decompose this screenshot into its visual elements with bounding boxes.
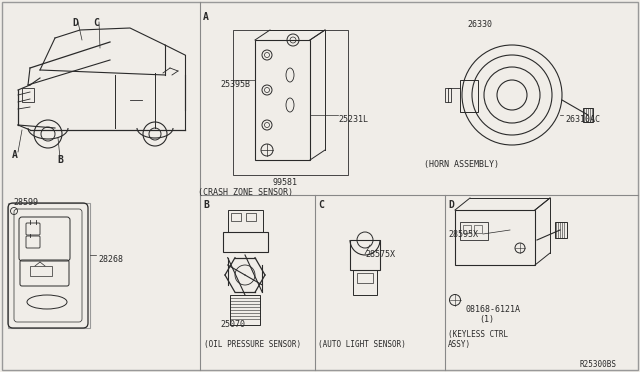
Text: (HORN ASSEMBLY): (HORN ASSEMBLY) xyxy=(424,160,499,169)
Text: R25300BS: R25300BS xyxy=(580,360,617,369)
Bar xyxy=(22,88,34,102)
Bar xyxy=(223,232,268,252)
Bar xyxy=(255,40,310,160)
Text: 26310AC: 26310AC xyxy=(565,115,600,124)
Bar xyxy=(231,213,241,221)
Text: D: D xyxy=(72,18,78,28)
Text: ASSY): ASSY) xyxy=(448,340,471,349)
Text: (1): (1) xyxy=(479,315,494,324)
Bar xyxy=(460,222,488,240)
Text: (OIL PRESSURE SENSOR): (OIL PRESSURE SENSOR) xyxy=(204,340,301,349)
Text: B: B xyxy=(203,200,209,210)
Bar xyxy=(353,270,377,295)
Text: 26330: 26330 xyxy=(467,20,492,29)
Text: (KEYLESS CTRL: (KEYLESS CTRL xyxy=(448,330,508,339)
Text: 28595X: 28595X xyxy=(448,230,478,239)
Text: A: A xyxy=(203,12,209,22)
Bar xyxy=(357,273,373,283)
Text: C: C xyxy=(93,18,99,28)
Bar xyxy=(228,210,263,232)
Text: B: B xyxy=(57,155,63,165)
Text: 28599: 28599 xyxy=(13,198,38,207)
Text: 28268: 28268 xyxy=(98,255,123,264)
Bar xyxy=(445,88,451,102)
Text: C: C xyxy=(318,200,324,210)
Bar xyxy=(583,108,593,122)
Bar xyxy=(350,240,380,270)
Bar xyxy=(233,30,348,175)
Bar xyxy=(474,225,482,233)
Bar xyxy=(463,225,471,233)
Text: 25070: 25070 xyxy=(221,320,246,329)
Text: 28575X: 28575X xyxy=(365,250,395,259)
Text: A: A xyxy=(12,150,18,160)
Text: (CRASH ZONE SENSOR): (CRASH ZONE SENSOR) xyxy=(198,188,292,197)
Bar xyxy=(460,80,478,112)
Bar xyxy=(230,295,260,325)
Text: 99581: 99581 xyxy=(273,178,298,187)
Text: 25231L: 25231L xyxy=(338,115,368,124)
Text: 08168-6121A: 08168-6121A xyxy=(466,305,521,314)
Bar xyxy=(8,203,90,328)
Text: D: D xyxy=(448,200,454,210)
Bar xyxy=(30,266,52,276)
Text: 25395B: 25395B xyxy=(220,80,250,89)
Bar xyxy=(555,222,567,238)
Text: (AUTO LIGHT SENSOR): (AUTO LIGHT SENSOR) xyxy=(318,340,406,349)
Bar xyxy=(246,213,256,221)
Bar xyxy=(455,210,535,265)
